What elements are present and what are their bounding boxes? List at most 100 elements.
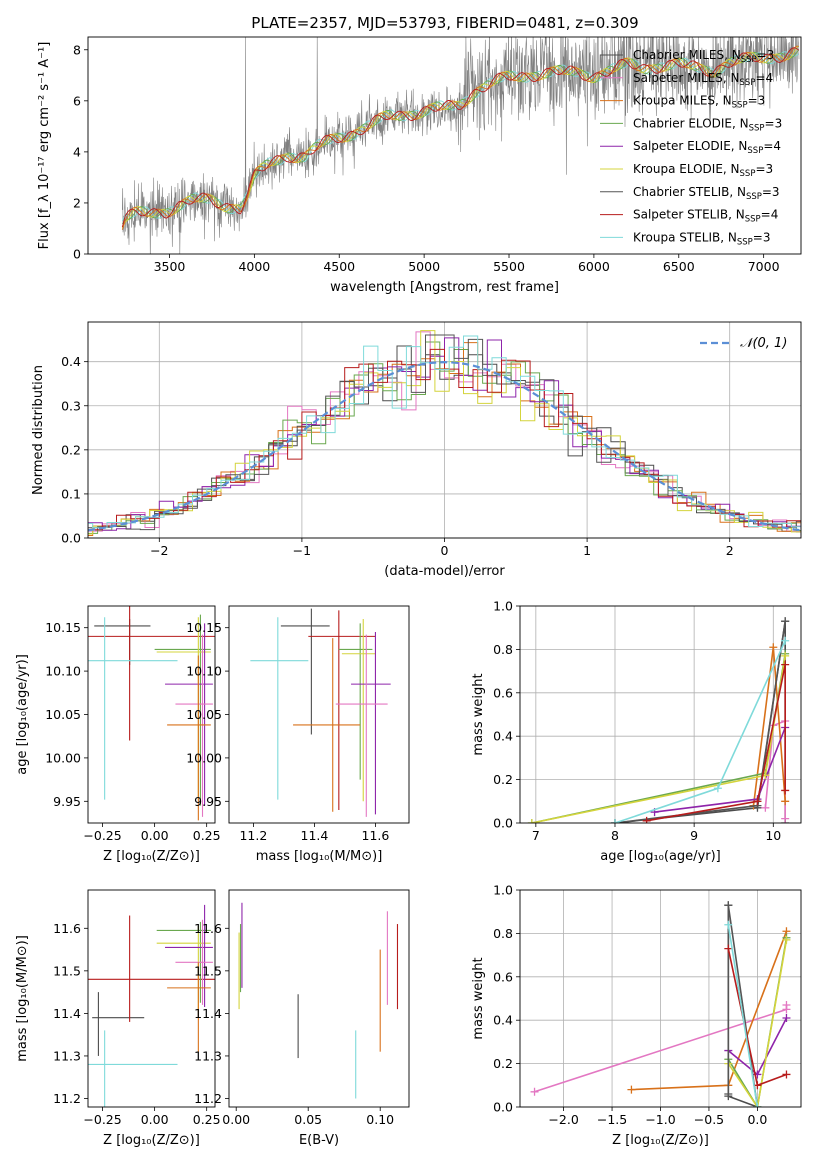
y-tick-label: 9.95: [53, 794, 81, 809]
y-tick-label: 10.00: [186, 750, 222, 765]
x-axis-label: Z [log₁₀(Z/Z⊙)]: [103, 849, 200, 864]
weight-marker: [781, 797, 790, 806]
x-tick-label: 11.4: [301, 828, 329, 843]
x-tick-label: 0.10: [366, 1112, 394, 1127]
y-tick-label: 0.8: [493, 926, 513, 941]
weight-marker: [782, 1014, 791, 1023]
y-tick-label: 11.5: [53, 963, 81, 978]
x-tick-label: −0.25: [83, 1112, 121, 1127]
y-axis-label: Normed distribution: [31, 365, 46, 495]
age-vs-mass-panel: 11.2 11.4 11.6 9.95 10.00 10.05 10.10 10.15 mass…: [186, 605, 410, 864]
legend-subscript: SSP: [737, 237, 753, 247]
legend-suffix: =3: [757, 48, 775, 62]
legend-label: Salpeter STELIB, NSSP=4: [633, 208, 778, 225]
errorbar-point: [88, 915, 215, 1022]
y-tick-label: 6: [73, 93, 81, 108]
x-tick-label: 3500: [154, 259, 186, 274]
x-tick-label: −1.5: [597, 1112, 627, 1127]
y-tick-label: 1.0: [493, 599, 513, 614]
x-tick-label: 4000: [238, 259, 270, 274]
y-tick-label: 0.4: [61, 354, 81, 369]
weight-series: [610, 636, 790, 823]
legend-text: Chabrier ELODIE, N: [633, 116, 749, 130]
weight-marker: [781, 660, 790, 669]
weight-marker: [527, 819, 536, 823]
legend-subscript: SSP: [740, 169, 756, 179]
age-vs-Z-frame: [87, 605, 216, 824]
mass-vs-EBV-frame: [228, 889, 410, 1108]
y-tick-label: 10.10: [186, 664, 222, 679]
errorbar-point: [94, 619, 151, 666]
legend-label: Salpeter ELODIE, NSSP=4: [633, 139, 781, 156]
legend-suffix: =4: [761, 208, 779, 222]
model-spectrum: [121, 45, 799, 230]
model-spectrum: [121, 49, 799, 225]
legend-subscript: SSP: [747, 146, 763, 156]
x-tick-label: 10: [765, 828, 781, 843]
weight-marker: [724, 944, 733, 953]
age-vs-mass-axes: 11.2 11.4 11.6 9.95 10.00 10.05 10.10 10.15 mass…: [186, 620, 389, 864]
model-spectrum: [121, 51, 799, 221]
legend-label: Kroupa STELIB, NSSP=3: [633, 230, 771, 247]
errorbar-point: [92, 992, 145, 1056]
x-tick-label: −2.0: [548, 1112, 578, 1127]
y-axis-label: mass weight: [471, 673, 486, 755]
spectrum-frame: [87, 36, 802, 255]
y-tick-label: 0.8: [493, 642, 513, 657]
legend-subscript: SSP: [749, 123, 765, 133]
x-tick-label: 8: [611, 828, 619, 843]
y-tick-label: 0.0: [61, 531, 81, 546]
legend-suffix: =4: [755, 71, 773, 85]
weight-marker: [761, 803, 770, 812]
y-tick-label: 4: [73, 144, 81, 159]
x-tick-label: 11.2: [239, 828, 267, 843]
weight-marker: [781, 636, 790, 645]
x-axis-label: age [log₁₀(age/yr)]: [600, 849, 721, 864]
x-tick-label: 7: [532, 828, 540, 843]
weight-marker: [724, 920, 733, 929]
legend-subscript: SSP: [741, 55, 757, 65]
y-tick-label: 0.0: [493, 1100, 513, 1115]
legend-subscript: SSP: [746, 192, 762, 202]
mass-vs-Z-frame: [87, 889, 216, 1108]
y-tick-label: 0.2: [493, 772, 513, 787]
x-axis-label: (data-model)/error: [384, 564, 505, 579]
legend-subscript: SSP: [745, 215, 761, 225]
errorbar-point: [154, 614, 211, 806]
weight-marker: [782, 1001, 791, 1010]
weight-marker: [610, 819, 619, 823]
legend-subscript: SSP: [732, 101, 748, 111]
x-tick-label: 0.00: [222, 1112, 250, 1127]
spectrum-panel: 3500 4000 4500 5000 5500 6000 6500 7000 0 2 4 6 8 wav…: [37, 36, 802, 295]
residuals-frame: [87, 321, 802, 539]
normal-curve: [88, 360, 801, 532]
weight-series: [724, 944, 791, 1090]
weight-series: [530, 1001, 791, 1096]
weight-marker: [781, 651, 790, 660]
legend-text: Salpeter MILES, N: [633, 71, 740, 85]
x-tick-label: −0.25: [83, 828, 121, 843]
legend-label: 𝒩(0, 1): [740, 336, 787, 351]
residual-histogram: [88, 348, 801, 534]
x-tick-label: 1: [583, 543, 591, 558]
errorbar-point: [250, 617, 309, 800]
x-tick-label: 6000: [578, 259, 610, 274]
y-tick-label: 1.0: [493, 883, 513, 898]
weight-marker: [713, 784, 722, 793]
y-tick-label: 11.6: [194, 921, 222, 936]
x-tick-label: 0.25: [193, 1112, 221, 1127]
errorbar-point: [351, 632, 391, 815]
y-tick-label: 8: [73, 42, 81, 57]
mass-vs-EBV-panel: 0.00 0.05 0.10 11.2 11.3 11.4 11.5 11.6 E(B-V): [194, 889, 410, 1148]
residuals-panel: −2 −1 0 1 2 0.0 0.1 0.2 0.3 0.4 (data-model)/error…: [31, 321, 802, 579]
spectrum-axes: 3500 4000 4500 5000 5500 6000 6500 7000 0 2 4 6 8 wav…: [37, 42, 780, 295]
age-vs-mass-frame: [228, 605, 410, 824]
weight-marker: [530, 1087, 539, 1096]
legend-suffix: =4: [763, 139, 781, 153]
weight-marker: [782, 935, 791, 944]
errorbar-point: [335, 634, 388, 817]
weight-marker: [769, 643, 778, 652]
mass-vs-Z-panel: −0.25 0.00 0.25 11.2 11.3 11.4 11.5 11.6 Z [log₁…: [15, 889, 221, 1148]
x-tick-label: 0.0: [747, 1112, 767, 1127]
errorbar-point: [175, 919, 213, 1005]
